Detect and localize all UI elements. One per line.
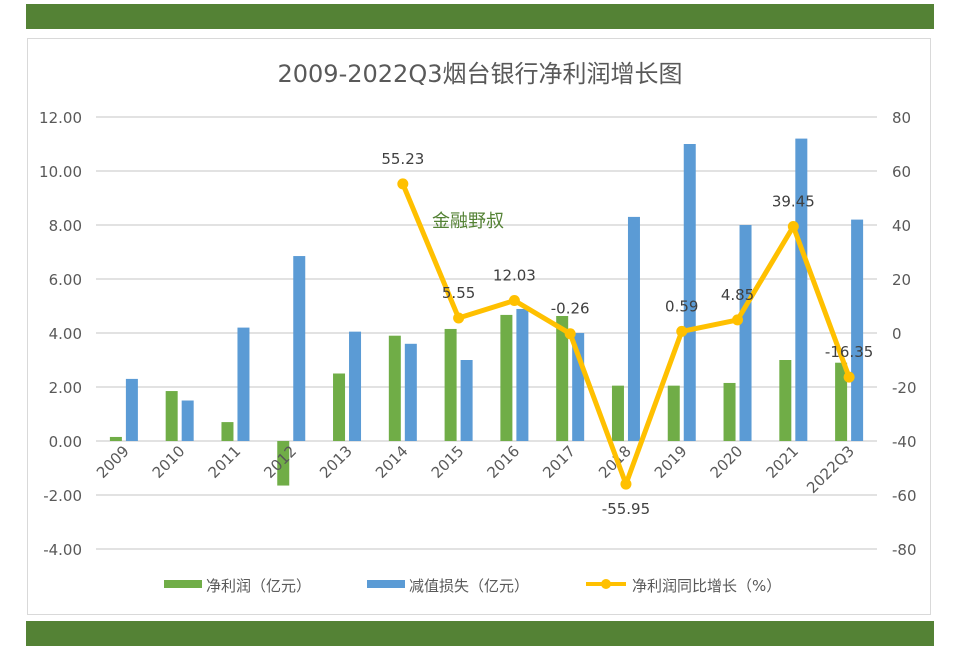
- net-profit-bar: [667, 385, 680, 441]
- top-banner: [26, 4, 934, 29]
- growth-data-label: -16.35: [825, 343, 873, 361]
- impairment-bar: [683, 144, 696, 441]
- right-axis-tick: -20: [892, 379, 917, 397]
- right-axis-tick: -40: [892, 433, 917, 451]
- net-profit-bar: [835, 362, 848, 441]
- growth-data-label: 5.55: [442, 284, 475, 302]
- growth-data-label: 55.23: [381, 150, 424, 168]
- left-axis-tick: 0.00: [49, 433, 82, 451]
- impairment-bar: [293, 256, 306, 441]
- left-axis-tick: -4.00: [43, 541, 82, 559]
- right-axis-tick: 20: [892, 271, 911, 289]
- legend: 净利润（亿元） 减值损失（亿元） 净利润同比增长（%）: [164, 577, 781, 595]
- x-axis-label: 2019: [651, 442, 691, 482]
- x-axis-label: 2016: [483, 442, 523, 482]
- growth-marker: [676, 325, 688, 337]
- growth-marker: [787, 220, 799, 232]
- legend-swatch-impairment: [367, 580, 405, 588]
- legend-swatch-growth-marker: [601, 579, 611, 589]
- growth-marker: [508, 295, 520, 307]
- growth-data-label: -0.26: [551, 300, 590, 318]
- right-axis-tick: 0: [892, 325, 902, 343]
- net-profit-bar: [109, 436, 122, 441]
- growth-marker: [843, 371, 855, 383]
- right-axis-tick: -60: [892, 487, 917, 505]
- x-axis-label: 2009: [93, 442, 133, 482]
- x-axis-label: 2010: [149, 442, 189, 482]
- x-axis-label: 2020: [707, 442, 747, 482]
- watermark-text: 金融野叔: [432, 211, 504, 232]
- x-axis-label: 2015: [428, 442, 468, 482]
- legend-label-growth: 净利润同比增长（%）: [632, 577, 781, 595]
- left-axis-tick: -2.00: [43, 487, 82, 505]
- net-profit-bar: [221, 422, 234, 441]
- x-axis-label: 2017: [539, 442, 579, 482]
- bottom-banner: [26, 621, 934, 646]
- left-axis-tick: 4.00: [49, 325, 82, 343]
- growth-data-label: 39.45: [772, 192, 815, 210]
- growth-marker: [732, 314, 744, 326]
- growth-marker: [397, 178, 409, 190]
- x-axis-label: 2014: [372, 442, 412, 482]
- growth-marker: [564, 328, 576, 340]
- impairment-bar: [125, 378, 138, 441]
- growth-data-label: 4.85: [721, 286, 754, 304]
- right-axis-tick: -80: [892, 541, 917, 559]
- net-profit-bar: [388, 335, 401, 441]
- x-axis-label: 2021: [762, 442, 802, 482]
- left-axis-tick: 10.00: [39, 163, 82, 181]
- right-axis-tick: 80: [892, 109, 911, 127]
- net-profit-bar: [165, 391, 178, 441]
- net-profit-bar: [556, 315, 569, 441]
- legend-label-impairment: 减值损失（亿元）: [409, 577, 529, 595]
- impairment-bar: [460, 360, 473, 441]
- net-profit-bar: [723, 382, 736, 441]
- impairment-bar: [237, 327, 250, 441]
- growth-data-label: -55.95: [602, 500, 650, 518]
- impairment-bar: [516, 308, 529, 441]
- net-profit-bar: [333, 373, 346, 441]
- impairment-bar: [404, 343, 417, 441]
- growth-data-label: 12.03: [493, 267, 536, 285]
- impairment-bar: [795, 138, 808, 441]
- impairment-bar: [349, 331, 362, 441]
- x-axis-label: 2013: [316, 442, 356, 482]
- chart-title: 2009-2022Q3烟台银行净利润增长图: [278, 60, 683, 88]
- impairment-bar: [627, 216, 640, 441]
- x-axis-label: 2011: [205, 442, 245, 482]
- net-profit-bar: [444, 328, 457, 441]
- right-axis-tick: 40: [892, 217, 911, 235]
- growth-data-label: 0.59: [665, 297, 698, 315]
- growth-marker: [453, 312, 465, 324]
- legend-swatch-net-profit: [164, 580, 202, 588]
- growth-marker: [620, 478, 632, 490]
- left-axis-tick: 6.00: [49, 271, 82, 289]
- impairment-bar: [181, 400, 194, 441]
- legend-label-net-profit: 净利润（亿元）: [206, 577, 311, 595]
- impairment-bar: [739, 225, 752, 441]
- impairment-bar: [851, 219, 864, 441]
- net-profit-bar: [779, 360, 792, 441]
- right-axis-tick: 60: [892, 163, 911, 181]
- left-axis-tick: 8.00: [49, 217, 82, 235]
- left-axis-tick: 2.00: [49, 379, 82, 397]
- x-axis-label: 2022Q3: [803, 442, 858, 497]
- net-profit-bar: [277, 441, 290, 486]
- net-profit-bar: [500, 314, 513, 441]
- left-axis-tick: 12.00: [39, 109, 82, 127]
- chart-frame: [27, 38, 931, 615]
- net-profit-bar: [611, 385, 624, 441]
